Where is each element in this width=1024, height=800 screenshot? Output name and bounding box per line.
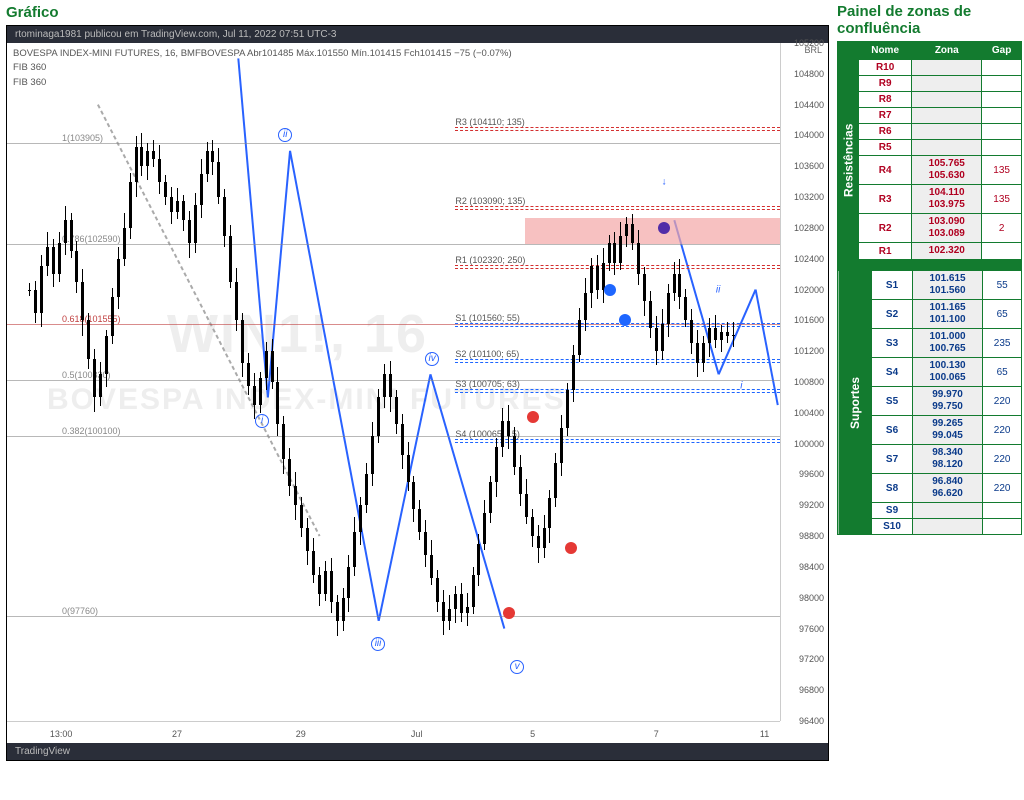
chart-title: Gráfico [6,4,829,21]
info-line-3: FIB 360 [13,76,512,90]
col-nome: Nome [859,42,912,60]
chart-container: rtominaga1981 publicou em TradingView.co… [6,25,829,761]
zones-title: Painel de zonas de confluência [837,4,1022,37]
col-gap: Gap [982,42,1022,60]
tradingview-logo: TradingView [15,746,70,757]
info-line-2: FIB 360 [13,61,512,75]
chart-info: BOVESPA INDEX-MINI FUTURES, 16, BMFBOVES… [13,47,512,90]
col-zona: Zona [912,42,982,60]
chart-footer: TradingView [7,743,828,760]
chart-plot-area[interactable]: WIN1!, 16 BOVESPA INDEX-MINI FUTURES BOV… [7,43,828,743]
chart-header: rtominaga1981 publicou em TradingView.co… [7,26,828,43]
zones-panel: Painel de zonas de confluência Nome Zona… [835,0,1024,800]
watermark-symbol: WIN1!, 16 [167,303,428,365]
resistances-table: Nome Zona Gap ResistênciasR10R9R8R7R6R5R… [837,41,1022,260]
chart-panel: Gráfico rtominaga1981 publicou em Tradin… [0,0,835,800]
supports-table: SuportesS1101.615101.56055S2101.165101.1… [837,270,1022,535]
x-axis: 13:002729Jul5711 [7,721,780,743]
info-line-1: BOVESPA INDEX-MINI FUTURES, 16, BMFBOVES… [13,47,512,61]
y-axis: BRL 964009680097200976009800098400988009… [780,43,828,721]
